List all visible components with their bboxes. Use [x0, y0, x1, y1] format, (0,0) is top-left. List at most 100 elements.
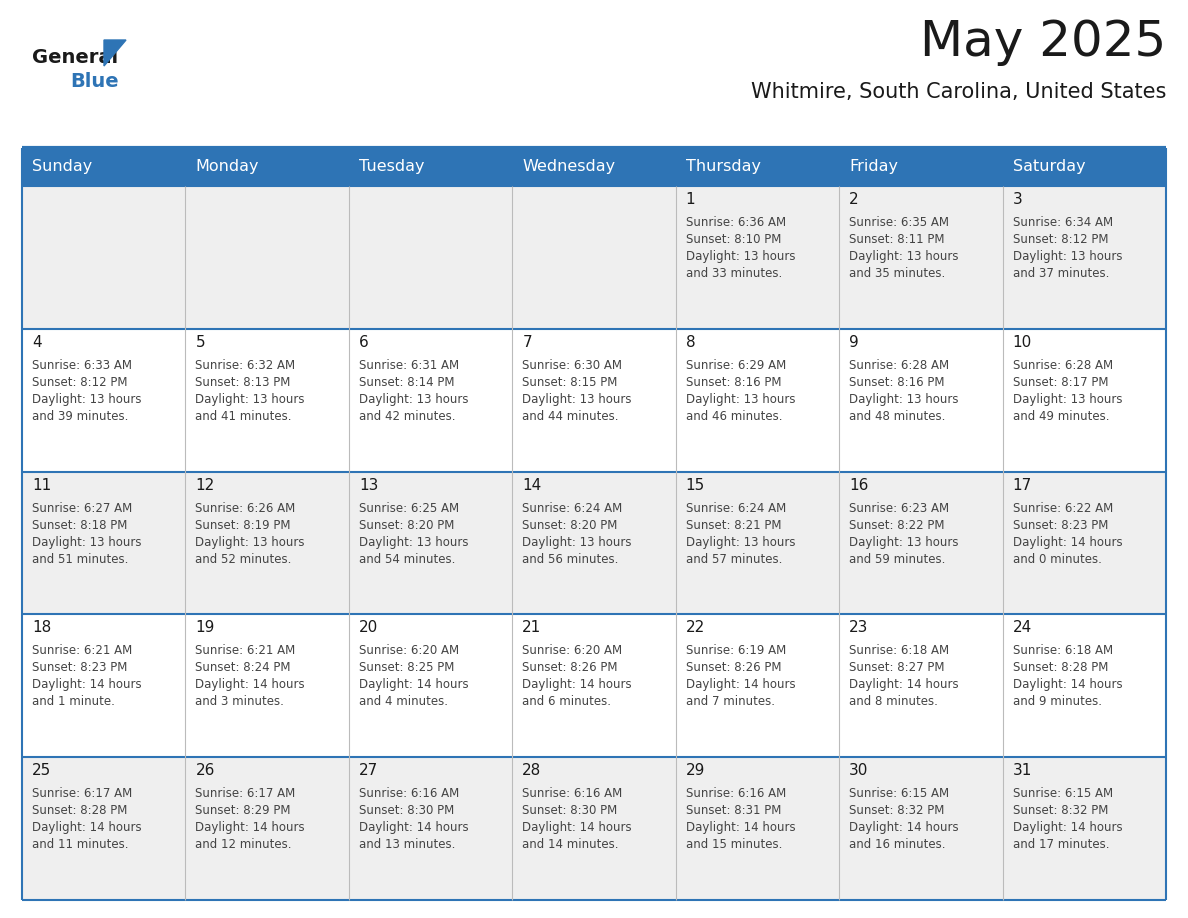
Text: Daylight: 14 hours: Daylight: 14 hours	[359, 822, 468, 834]
Text: Sunset: 8:23 PM: Sunset: 8:23 PM	[1012, 519, 1108, 532]
Text: Sunrise: 6:31 AM: Sunrise: 6:31 AM	[359, 359, 459, 372]
Text: Daylight: 14 hours: Daylight: 14 hours	[849, 678, 959, 691]
Text: Sunrise: 6:30 AM: Sunrise: 6:30 AM	[523, 359, 623, 372]
Text: Sunrise: 6:16 AM: Sunrise: 6:16 AM	[359, 788, 459, 800]
Text: Wednesday: Wednesday	[523, 160, 615, 174]
Text: Sunrise: 6:15 AM: Sunrise: 6:15 AM	[1012, 788, 1113, 800]
Text: 13: 13	[359, 477, 378, 493]
Text: 16: 16	[849, 477, 868, 493]
Text: Sunrise: 6:35 AM: Sunrise: 6:35 AM	[849, 216, 949, 229]
Text: 24: 24	[1012, 621, 1032, 635]
Text: Sunrise: 6:16 AM: Sunrise: 6:16 AM	[523, 788, 623, 800]
Text: Daylight: 14 hours: Daylight: 14 hours	[1012, 822, 1123, 834]
Text: May 2025: May 2025	[920, 18, 1165, 66]
Text: Sunrise: 6:36 AM: Sunrise: 6:36 AM	[685, 216, 785, 229]
Text: and 51 minutes.: and 51 minutes.	[32, 553, 128, 565]
Text: Sunrise: 6:15 AM: Sunrise: 6:15 AM	[849, 788, 949, 800]
Text: Blue: Blue	[70, 72, 119, 91]
Text: 30: 30	[849, 763, 868, 778]
Bar	[23, 186, 1165, 329]
Text: Sunrise: 6:23 AM: Sunrise: 6:23 AM	[849, 501, 949, 515]
Text: Sunset: 8:12 PM: Sunset: 8:12 PM	[32, 375, 127, 389]
Text: 17: 17	[1012, 477, 1032, 493]
Text: and 12 minutes.: and 12 minutes.	[196, 838, 292, 851]
Text: Sunrise: 6:28 AM: Sunrise: 6:28 AM	[1012, 359, 1113, 372]
Text: Sunrise: 6:21 AM: Sunrise: 6:21 AM	[196, 644, 296, 657]
Text: 9: 9	[849, 335, 859, 350]
Text: and 9 minutes.: and 9 minutes.	[1012, 696, 1101, 709]
Text: and 41 minutes.: and 41 minutes.	[196, 409, 292, 423]
Text: 26: 26	[196, 763, 215, 778]
Text: 23: 23	[849, 621, 868, 635]
Text: 8: 8	[685, 335, 695, 350]
Text: Sunrise: 6:18 AM: Sunrise: 6:18 AM	[849, 644, 949, 657]
Text: and 15 minutes.: and 15 minutes.	[685, 838, 782, 851]
Text: Daylight: 14 hours: Daylight: 14 hours	[523, 822, 632, 834]
Text: Daylight: 13 hours: Daylight: 13 hours	[523, 535, 632, 549]
Text: Sunrise: 6:24 AM: Sunrise: 6:24 AM	[685, 501, 786, 515]
Text: 4: 4	[32, 335, 42, 350]
Text: 2: 2	[849, 192, 859, 207]
Text: Sunset: 8:23 PM: Sunset: 8:23 PM	[32, 661, 127, 675]
Text: Sunset: 8:22 PM: Sunset: 8:22 PM	[849, 519, 944, 532]
Text: Sunset: 8:10 PM: Sunset: 8:10 PM	[685, 233, 781, 246]
Text: Sunrise: 6:20 AM: Sunrise: 6:20 AM	[359, 644, 459, 657]
Text: Sunrise: 6:33 AM: Sunrise: 6:33 AM	[32, 359, 132, 372]
Text: Sunset: 8:17 PM: Sunset: 8:17 PM	[1012, 375, 1108, 389]
Text: Sunrise: 6:32 AM: Sunrise: 6:32 AM	[196, 359, 296, 372]
Text: Sunrise: 6:21 AM: Sunrise: 6:21 AM	[32, 644, 132, 657]
Text: and 57 minutes.: and 57 minutes.	[685, 553, 782, 565]
Text: and 7 minutes.: and 7 minutes.	[685, 696, 775, 709]
Text: Sunset: 8:21 PM: Sunset: 8:21 PM	[685, 519, 782, 532]
Text: and 11 minutes.: and 11 minutes.	[32, 838, 128, 851]
Text: Daylight: 13 hours: Daylight: 13 hours	[685, 535, 795, 549]
Text: Daylight: 13 hours: Daylight: 13 hours	[849, 393, 959, 406]
Text: 29: 29	[685, 763, 706, 778]
Text: Daylight: 14 hours: Daylight: 14 hours	[359, 678, 468, 691]
Text: Sunset: 8:11 PM: Sunset: 8:11 PM	[849, 233, 944, 246]
Text: and 6 minutes.: and 6 minutes.	[523, 696, 612, 709]
Text: 10: 10	[1012, 335, 1032, 350]
Text: Sunset: 8:32 PM: Sunset: 8:32 PM	[1012, 804, 1108, 817]
Text: 28: 28	[523, 763, 542, 778]
Text: and 8 minutes.: and 8 minutes.	[849, 696, 939, 709]
Text: Sunrise: 6:29 AM: Sunrise: 6:29 AM	[685, 359, 786, 372]
Text: Sunset: 8:31 PM: Sunset: 8:31 PM	[685, 804, 781, 817]
Text: Daylight: 14 hours: Daylight: 14 hours	[849, 822, 959, 834]
Text: and 54 minutes.: and 54 minutes.	[359, 553, 455, 565]
Text: Sunrise: 6:20 AM: Sunrise: 6:20 AM	[523, 644, 623, 657]
Text: 5: 5	[196, 335, 206, 350]
Text: and 3 minutes.: and 3 minutes.	[196, 696, 284, 709]
Text: and 48 minutes.: and 48 minutes.	[849, 409, 946, 423]
Text: Daylight: 13 hours: Daylight: 13 hours	[196, 393, 305, 406]
Text: and 17 minutes.: and 17 minutes.	[1012, 838, 1110, 851]
Text: Daylight: 14 hours: Daylight: 14 hours	[1012, 535, 1123, 549]
Text: Sunset: 8:15 PM: Sunset: 8:15 PM	[523, 375, 618, 389]
Text: and 59 minutes.: and 59 minutes.	[849, 553, 946, 565]
Text: 27: 27	[359, 763, 378, 778]
Text: Sunset: 8:32 PM: Sunset: 8:32 PM	[849, 804, 944, 817]
Text: Sunrise: 6:25 AM: Sunrise: 6:25 AM	[359, 501, 459, 515]
Text: and 0 minutes.: and 0 minutes.	[1012, 553, 1101, 565]
Text: and 37 minutes.: and 37 minutes.	[1012, 267, 1108, 280]
Text: Tuesday: Tuesday	[359, 160, 424, 174]
Bar	[23, 472, 1165, 614]
Text: 14: 14	[523, 477, 542, 493]
Text: Daylight: 13 hours: Daylight: 13 hours	[359, 393, 468, 406]
Text: Thursday: Thursday	[685, 160, 760, 174]
Text: Sunrise: 6:34 AM: Sunrise: 6:34 AM	[1012, 216, 1113, 229]
Text: Friday: Friday	[849, 160, 898, 174]
Text: Daylight: 14 hours: Daylight: 14 hours	[196, 678, 305, 691]
Text: Sunset: 8:30 PM: Sunset: 8:30 PM	[523, 804, 618, 817]
Bar	[23, 614, 1165, 757]
Text: Daylight: 13 hours: Daylight: 13 hours	[1012, 393, 1123, 406]
Text: 15: 15	[685, 477, 704, 493]
Text: and 42 minutes.: and 42 minutes.	[359, 409, 455, 423]
Text: 12: 12	[196, 477, 215, 493]
Text: and 39 minutes.: and 39 minutes.	[32, 409, 128, 423]
Text: Sunset: 8:16 PM: Sunset: 8:16 PM	[849, 375, 944, 389]
Text: Sunrise: 6:18 AM: Sunrise: 6:18 AM	[1012, 644, 1113, 657]
Text: Whitmire, South Carolina, United States: Whitmire, South Carolina, United States	[751, 82, 1165, 102]
Text: and 44 minutes.: and 44 minutes.	[523, 409, 619, 423]
Text: Daylight: 13 hours: Daylight: 13 hours	[32, 393, 141, 406]
